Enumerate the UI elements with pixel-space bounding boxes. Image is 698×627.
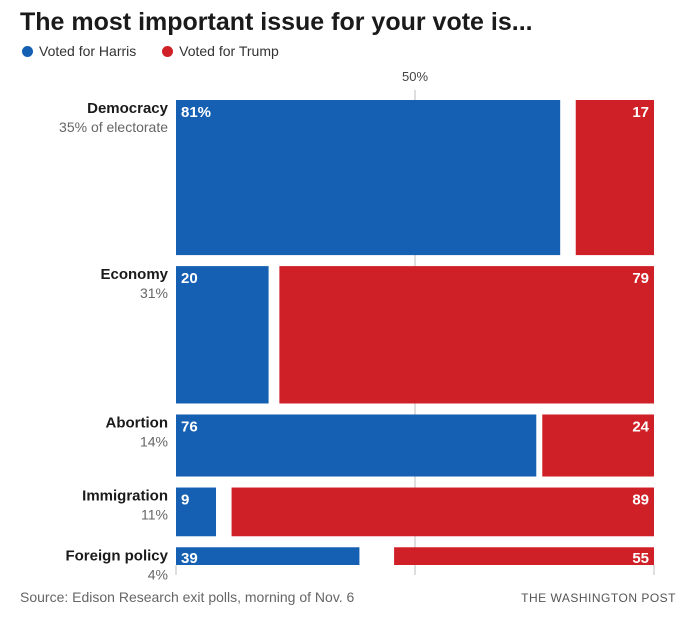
legend-item-harris: Voted for Harris: [22, 43, 136, 59]
bar-harris-immigration: [176, 487, 217, 537]
legend-label-trump: Voted for Trump: [179, 43, 279, 59]
bar-trump-democracy: [575, 100, 654, 256]
value-label-harris-abortion: 76: [181, 418, 198, 435]
value-label-trump-democracy: 17: [632, 104, 649, 121]
legend-label-harris: Voted for Harris: [39, 43, 137, 59]
value-label-harris-economy: 20: [181, 270, 198, 287]
chart-title: The most important issue for your vote i…: [20, 8, 533, 36]
category-label-abortion: Abortion: [106, 414, 168, 431]
bar-harris-democracy: [176, 100, 561, 256]
bar-harris-foreign-policy: [176, 547, 360, 565]
share-label-abortion: 14%: [140, 433, 168, 449]
category-label-immigration: Immigration: [82, 488, 168, 505]
legend-dot-harris: [22, 46, 33, 57]
share-label-democracy: 35% of electorate: [59, 119, 168, 135]
bar-trump-foreign-policy: [394, 547, 654, 565]
value-label-trump-immigration: 89: [632, 492, 649, 509]
bar-harris-abortion: [176, 414, 537, 477]
source-note: Source: Edison Research exit polls, morn…: [20, 589, 355, 605]
bar-trump-immigration: [231, 487, 654, 537]
publisher-credit: THE WASHINGTON POST: [521, 591, 676, 605]
value-label-harris-democracy: 81%: [181, 104, 211, 121]
bar-trump-economy: [279, 266, 654, 404]
legend: Voted for Harris Voted for Trump: [22, 43, 301, 59]
legend-item-trump: Voted for Trump: [162, 43, 279, 59]
category-label-foreign-policy: Foreign policy: [65, 547, 168, 564]
share-label-foreign-policy: 4%: [148, 566, 168, 582]
legend-dot-trump: [162, 46, 174, 57]
value-label-trump-foreign-policy: 55: [632, 550, 649, 567]
bar-harris-economy: [176, 266, 269, 404]
value-label-harris-foreign-policy: 39: [181, 550, 198, 567]
value-label-harris-immigration: 9: [181, 492, 189, 509]
value-label-trump-abortion: 24: [632, 418, 649, 435]
share-label-immigration: 11%: [141, 507, 168, 523]
category-label-economy: Economy: [100, 266, 168, 283]
axis-label-50: 50%: [402, 69, 428, 84]
share-label-economy: 31%: [140, 285, 168, 301]
category-label-democracy: Democracy: [87, 100, 169, 117]
value-label-trump-economy: 79: [632, 270, 649, 287]
bar-trump-abortion: [542, 414, 654, 477]
